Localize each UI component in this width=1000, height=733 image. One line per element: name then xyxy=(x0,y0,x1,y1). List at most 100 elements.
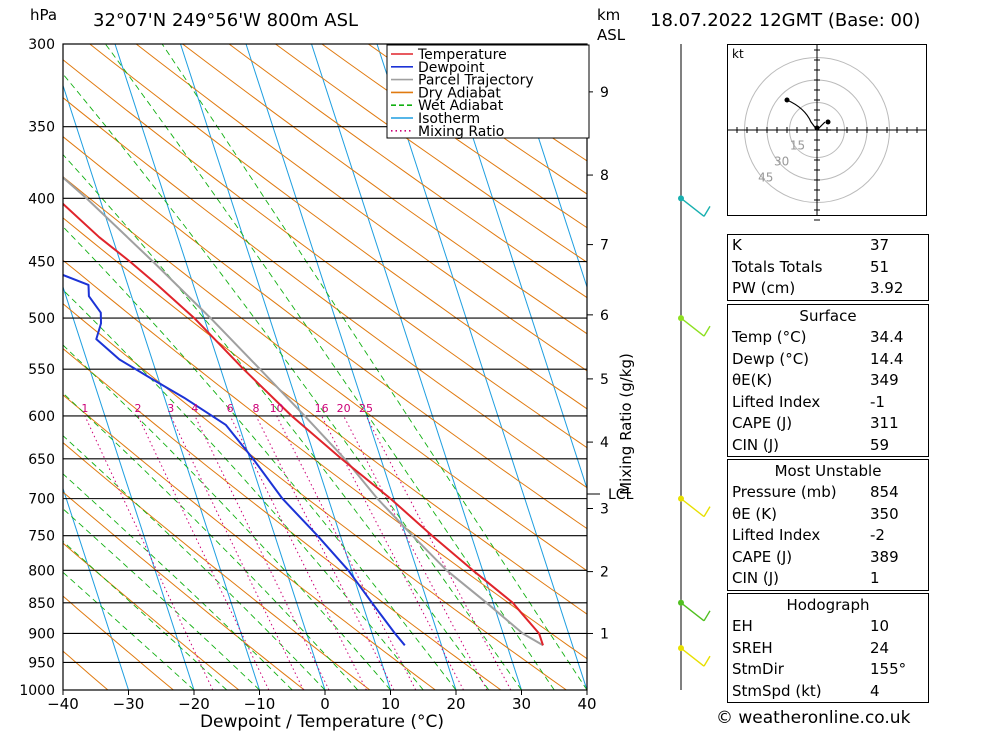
isotherm-line xyxy=(63,486,129,690)
surface-li-value: -1 xyxy=(870,392,885,411)
totals-totals-label: Totals Totals xyxy=(732,257,823,276)
mu-li-value: -2 xyxy=(870,526,885,544)
dry-adiabat-line xyxy=(63,595,174,690)
sreh-label: SREH xyxy=(732,638,773,657)
surface-theta-value: 349 xyxy=(870,371,899,389)
wind-barb xyxy=(678,195,711,217)
dry-adiabat-line xyxy=(63,442,371,690)
surface-cape-label: CAPE (J) xyxy=(732,414,793,432)
dry-adiabat-line xyxy=(182,44,587,335)
km-tick-label: 6 xyxy=(600,308,609,324)
legend-entry-label: Wet Adiabat xyxy=(418,98,504,114)
hodograph-panel: Hodograph EH 10 SREH 24 StmDir 155° StmSpd … xyxy=(727,593,929,703)
mixing-ratio-tick-label: 8 xyxy=(253,402,260,415)
surface-temp-value: 34.4 xyxy=(870,328,904,346)
mu-cape-value: 389 xyxy=(870,547,899,566)
datetime-title: 18.07.2022 12GMT (Base: 00) xyxy=(650,10,921,31)
mu-cin-value: 1 xyxy=(870,569,880,587)
x-tick-label: −40 xyxy=(47,695,79,713)
wind-barb xyxy=(678,645,711,667)
mixing-ratio-tick-label: 3 xyxy=(167,402,174,415)
dry-adiabat-line xyxy=(553,44,587,67)
mixing-ratio-tick-label: 6 xyxy=(227,402,234,415)
hodograph-unit-label: kt xyxy=(732,47,744,61)
mixing-ratio-line xyxy=(343,415,488,690)
dry-adiabat-line xyxy=(89,44,587,410)
dry-adiabat-line xyxy=(63,59,587,449)
mixing-ratio-line xyxy=(170,415,304,690)
isotherm-line xyxy=(507,44,587,289)
dry-adiabat-line xyxy=(63,136,587,530)
x-tick-label: 30 xyxy=(512,695,531,713)
x-tick-label: −20 xyxy=(178,695,210,713)
stmdir-value: 155° xyxy=(870,660,907,678)
pressure-tick-label: 950 xyxy=(28,655,55,671)
dry-adiabat-line xyxy=(228,44,587,299)
pressure-tick-label: 750 xyxy=(28,529,55,545)
surface-cape-value: 311 xyxy=(870,414,899,432)
surface-temp-label: Temp (°C) xyxy=(732,328,807,346)
km-tick-label: 9 xyxy=(600,85,609,101)
pressure-tick-label: 400 xyxy=(28,191,55,207)
dry-adiabat-line xyxy=(63,491,305,690)
pressure-tick-label: 650 xyxy=(28,452,55,468)
mixing-ratio-tick-label: 20 xyxy=(337,402,351,415)
pw-label: PW (cm) xyxy=(732,279,796,297)
km-tick-label: 4 xyxy=(600,435,609,451)
dry-adiabat-line xyxy=(63,217,587,615)
mu-theta-label: θE (K) xyxy=(732,504,777,523)
pressure-tick-label: 550 xyxy=(28,362,55,378)
skew-t-chart: 3003504004505005506006507007508008509009… xyxy=(19,37,711,732)
legend-entry-label: Isotherm xyxy=(418,111,480,127)
parcel-trajectory-line xyxy=(63,176,544,647)
mu-theta-value: 350 xyxy=(870,504,899,523)
hodograph-title: Hodograph xyxy=(786,596,870,614)
dry-adiabat-line xyxy=(414,44,587,162)
pw-value: 3.92 xyxy=(870,279,904,297)
mu-pressure-value: 854 xyxy=(870,483,899,501)
wind-barb xyxy=(678,599,711,622)
legend-entry-label: Dewpoint xyxy=(418,60,485,76)
hodograph-trace xyxy=(786,99,831,131)
legend-box xyxy=(386,44,590,139)
mixing-ratio-tick-label: 10 xyxy=(270,402,284,415)
legend-entry-label: Temperature xyxy=(417,47,507,63)
surface-theta-label: θE(K) xyxy=(732,371,773,389)
surface-title: Surface xyxy=(799,307,857,325)
pressure-tick-label: 1000 xyxy=(19,683,55,699)
isotherm-line xyxy=(114,44,326,690)
dry-adiabat-line xyxy=(63,542,240,690)
pressure-tick-label: 700 xyxy=(28,492,55,508)
x-tick-label: −10 xyxy=(244,695,276,713)
wind-barb xyxy=(678,495,711,518)
isotherm-line xyxy=(63,285,195,690)
isotherm-line xyxy=(245,44,457,690)
mixing-ratio-line xyxy=(84,415,214,690)
surface-dewp-value: 14.4 xyxy=(870,349,904,368)
dry-adiabat-line xyxy=(368,44,587,195)
mixing-ratio-line xyxy=(276,415,417,690)
km-tick-label: 2 xyxy=(600,565,609,581)
wet-adiabat-line xyxy=(105,44,555,690)
surface-dewp-label: Dewp (°C) xyxy=(732,349,810,368)
isotherm-line xyxy=(376,44,587,690)
stmspd-label: StmSpd (kt) xyxy=(732,681,822,700)
x-tick-label: 40 xyxy=(577,695,596,713)
wet-adiabat-line xyxy=(63,73,522,690)
pressure-tick-label: 450 xyxy=(28,255,55,271)
hodograph-ring-label: 15 xyxy=(790,138,805,152)
height-unit-label: km xyxy=(597,6,621,24)
surface-li-label: Lifted Index xyxy=(732,392,821,411)
surface-cin-value: 59 xyxy=(870,435,890,454)
mu-pressure-label: Pressure (mb) xyxy=(732,483,837,501)
x-axis-label: Dewpoint / Temperature (°C) xyxy=(200,712,444,732)
mixing-ratio-tick-label: 4 xyxy=(191,402,198,415)
isotherm-line xyxy=(63,83,260,690)
mu-cin-label: CIN (J) xyxy=(732,569,780,587)
pressure-tick-label: 350 xyxy=(28,120,55,136)
mixing-ratio-tick-label: 16 xyxy=(315,402,329,415)
dry-adiabat-line xyxy=(275,44,587,263)
credit-link[interactable]: © weatheronline.co.uk xyxy=(716,708,911,728)
